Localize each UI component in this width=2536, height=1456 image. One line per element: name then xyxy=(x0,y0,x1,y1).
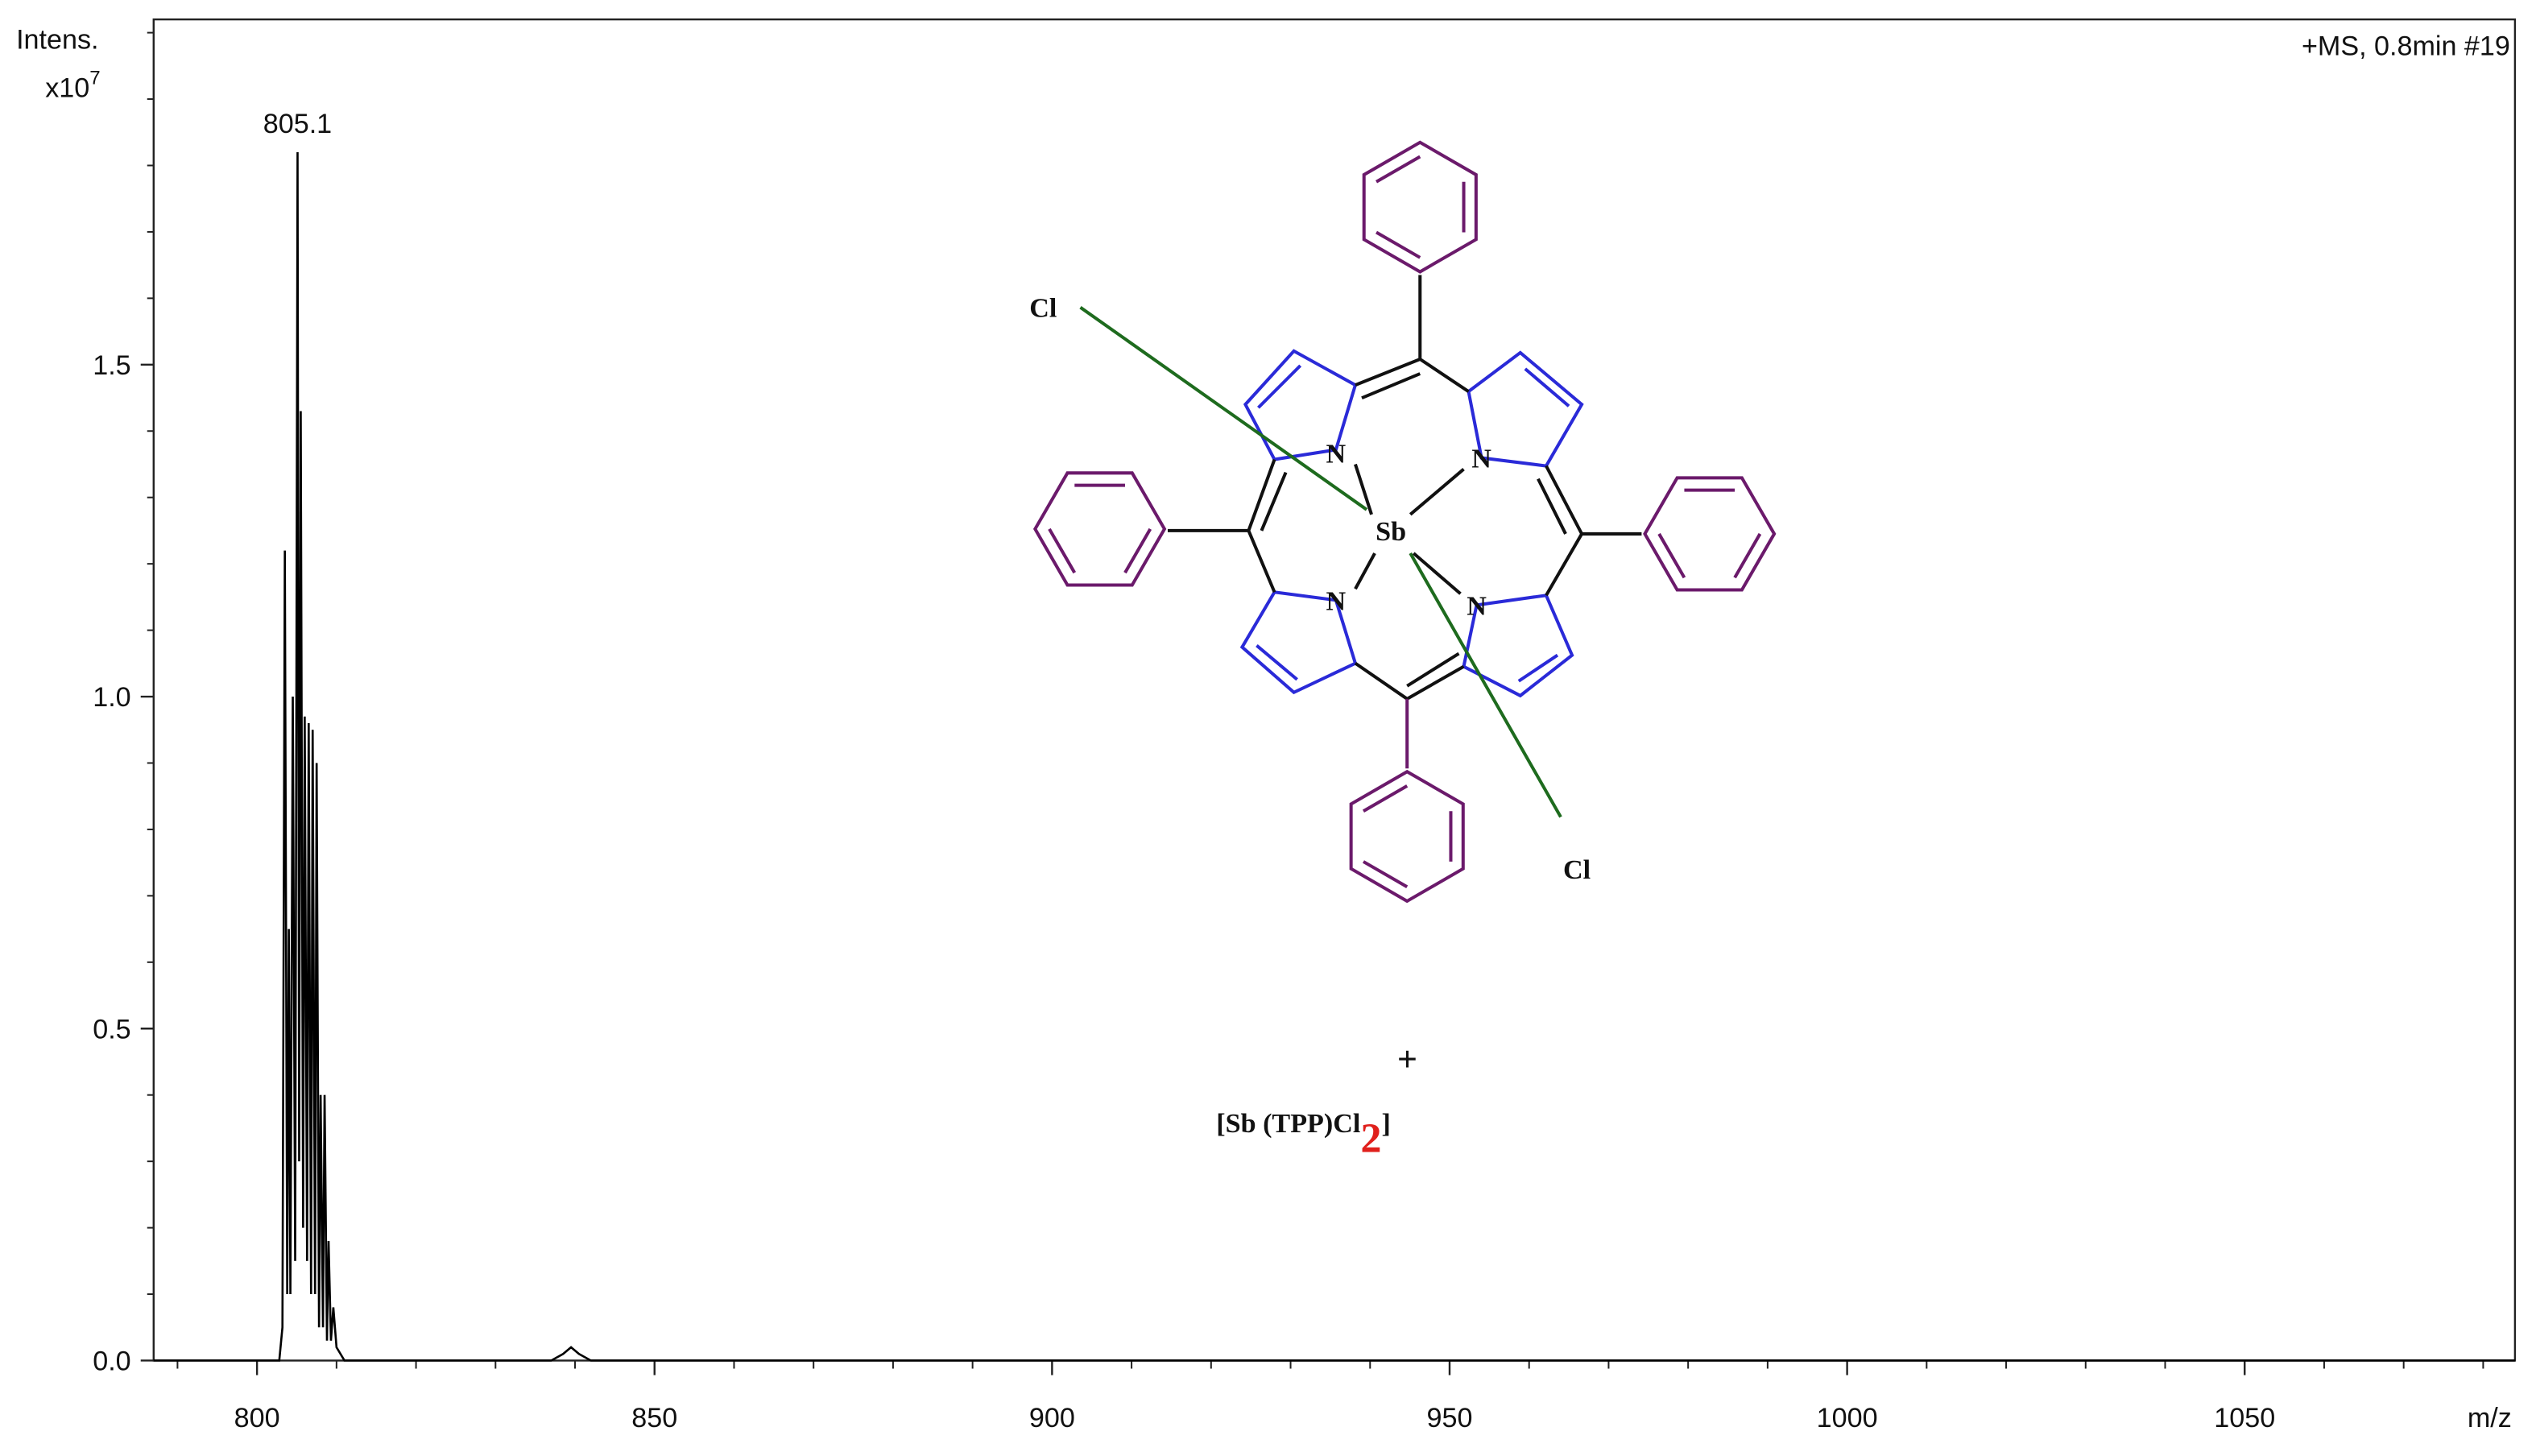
formula-subscript: 2 xyxy=(1360,1115,1381,1161)
x-tick-label: 950 xyxy=(1427,1403,1473,1433)
peak-label: 805.1 xyxy=(263,109,332,139)
y-axis-label: Intens. xyxy=(16,24,98,55)
structure: N N N N Sb Cl Cl [Sb (TPP)Cl2]+ xyxy=(1029,140,1777,1161)
pyrrole xyxy=(1239,590,1358,695)
y-tick-label: 1.0 xyxy=(93,682,130,713)
y-multiplier: x107 xyxy=(45,67,100,103)
phenyl xyxy=(1032,471,1167,587)
bond xyxy=(1354,463,1465,595)
spectrum-line xyxy=(153,151,2515,1362)
y-multiplier-base: x10 xyxy=(45,73,89,104)
pyrrole xyxy=(1467,350,1584,468)
atom-label: Sb xyxy=(1376,517,1406,547)
atom-label: N xyxy=(1471,445,1491,474)
phenyl-double-bond xyxy=(1657,488,1762,579)
x-tick-label: 1050 xyxy=(2214,1403,2275,1433)
x-tick-label: 900 xyxy=(1029,1403,1075,1433)
x-tick-label: 1000 xyxy=(1817,1403,1878,1433)
phenyl xyxy=(1349,769,1465,904)
pyrrole xyxy=(1243,349,1358,461)
y-tick-label: 0.0 xyxy=(93,1346,130,1377)
pyrrole xyxy=(1462,594,1574,698)
formula-main: [Sb (TPP)Cl xyxy=(1216,1109,1360,1139)
y-multiplier-exponent: 7 xyxy=(89,67,100,89)
formula-close: ] xyxy=(1381,1109,1390,1139)
atom-label: Cl xyxy=(1029,294,1057,324)
bond xyxy=(1079,306,1562,818)
phenyl xyxy=(1643,476,1777,592)
phenyl-double-bond xyxy=(1362,784,1453,889)
atom-label: Cl xyxy=(1563,855,1591,885)
phenyl xyxy=(1362,140,1478,274)
formula-charge: + xyxy=(1397,1040,1417,1079)
y-tick-label: 0.5 xyxy=(93,1014,130,1044)
atom-label: N xyxy=(1326,586,1347,616)
x-tick-label: 800 xyxy=(234,1403,280,1433)
atom-label: N xyxy=(1326,440,1347,469)
phenyl-double-bond xyxy=(1376,155,1466,259)
x-axis-label: m/z xyxy=(2468,1403,2512,1433)
y-tick-label: 1.5 xyxy=(93,350,130,381)
formula: [Sb (TPP)Cl2]+ xyxy=(1216,1040,1417,1161)
phenyl-double-bond xyxy=(1048,483,1152,574)
x-tick-label: 850 xyxy=(631,1403,677,1433)
atom-label: N xyxy=(1467,591,1487,621)
header: +MS, 0.8min #19 xyxy=(2302,31,2510,61)
